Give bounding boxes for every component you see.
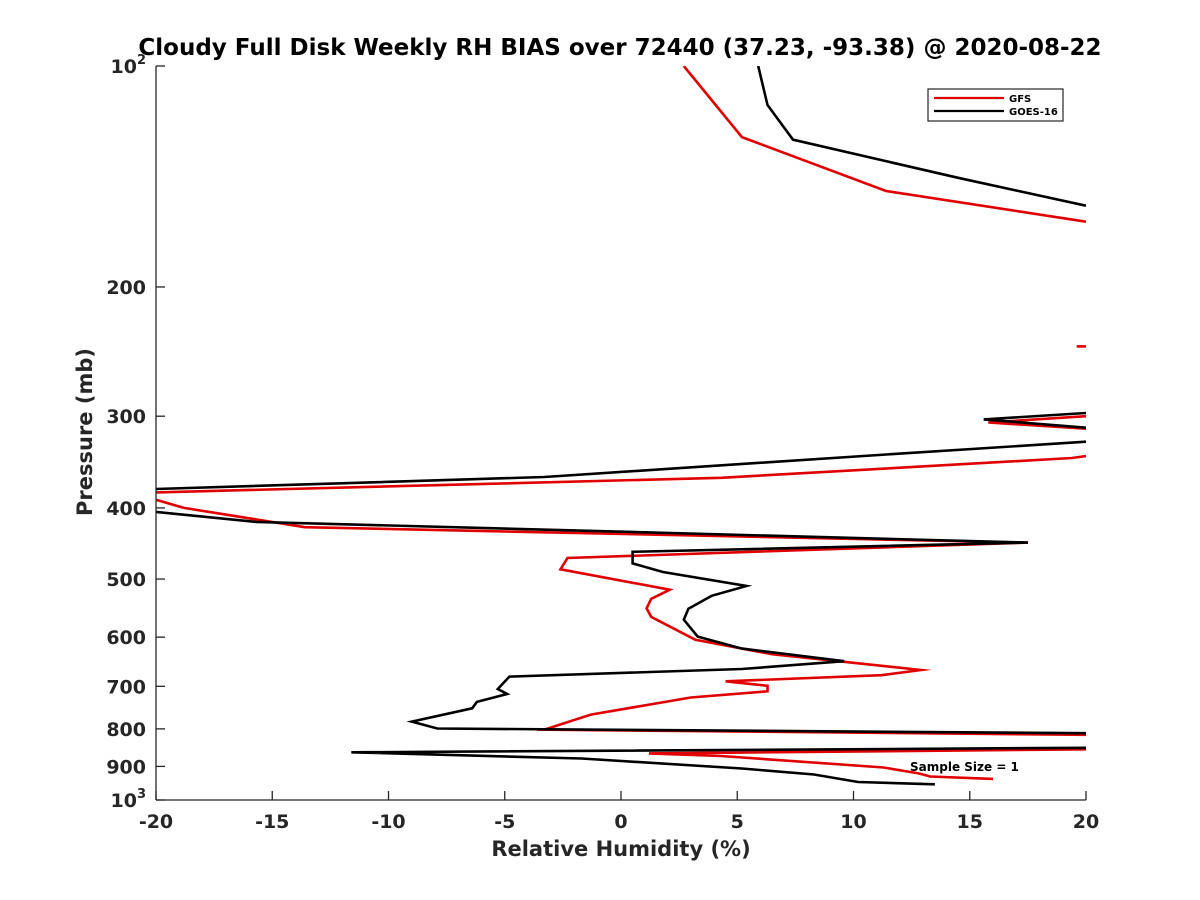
series-layer (156, 66, 1086, 786)
x-tick-label: -5 (494, 811, 515, 833)
y-tick-label: 103 (111, 787, 147, 812)
y-tick-label: 500 (106, 569, 146, 591)
x-tick-label: 10 (840, 811, 866, 833)
x-axis-label: Relative Humidity (%) (491, 837, 750, 861)
y-tick-label: 200 (106, 277, 146, 299)
sample-size-note: Sample Size = 1 (910, 760, 1019, 774)
series-line-gfs-3 (156, 454, 1086, 494)
y-tick-label: 800 (106, 719, 146, 741)
x-tick-label: 0 (614, 811, 627, 833)
y-tick-label: 102 (111, 53, 147, 78)
x-tick-label: 15 (957, 811, 983, 833)
series-line-goes16-2 (156, 440, 1086, 491)
y-tick-label: 400 (106, 498, 146, 520)
series-line-goes16-4 (351, 746, 1086, 786)
series-line-gfs-4 (156, 498, 1086, 737)
x-tick-label: -15 (255, 811, 289, 833)
legend-label-goes16: GOES-16 (1009, 107, 1058, 118)
y-tick-label: 300 (106, 406, 146, 428)
y-tick-label: 700 (106, 676, 146, 698)
series-line-gfs-2 (988, 414, 1086, 430)
x-tick-label: 20 (1073, 811, 1099, 833)
x-tick-label: 5 (731, 811, 744, 833)
legend-label-gfs: GFS (1009, 94, 1031, 105)
legend: GFS GOES-16 (927, 88, 1064, 122)
chart-title: Cloudy Full Disk Weekly RH BIAS over 724… (138, 35, 1101, 61)
y-axis-label: Pressure (mb) (73, 348, 97, 516)
x-tick-label: -10 (371, 811, 405, 833)
legend-box (927, 88, 1064, 122)
series-line-gfs-5 (648, 748, 1086, 781)
y-tick-label: 600 (106, 627, 146, 649)
series-line-goes16-1 (983, 411, 1086, 429)
x-tick-label: -20 (139, 811, 173, 833)
series-line-goes16-3 (156, 510, 1086, 735)
y-tick-label: 900 (106, 756, 146, 778)
axes-layer: -20 -15 -10 -5 0 5 10 15 20 102 200 300 400 500 600 700… (106, 53, 1099, 833)
series-line-gfs-0 (682, 66, 1086, 223)
series-line-goes16-0 (756, 66, 1086, 207)
